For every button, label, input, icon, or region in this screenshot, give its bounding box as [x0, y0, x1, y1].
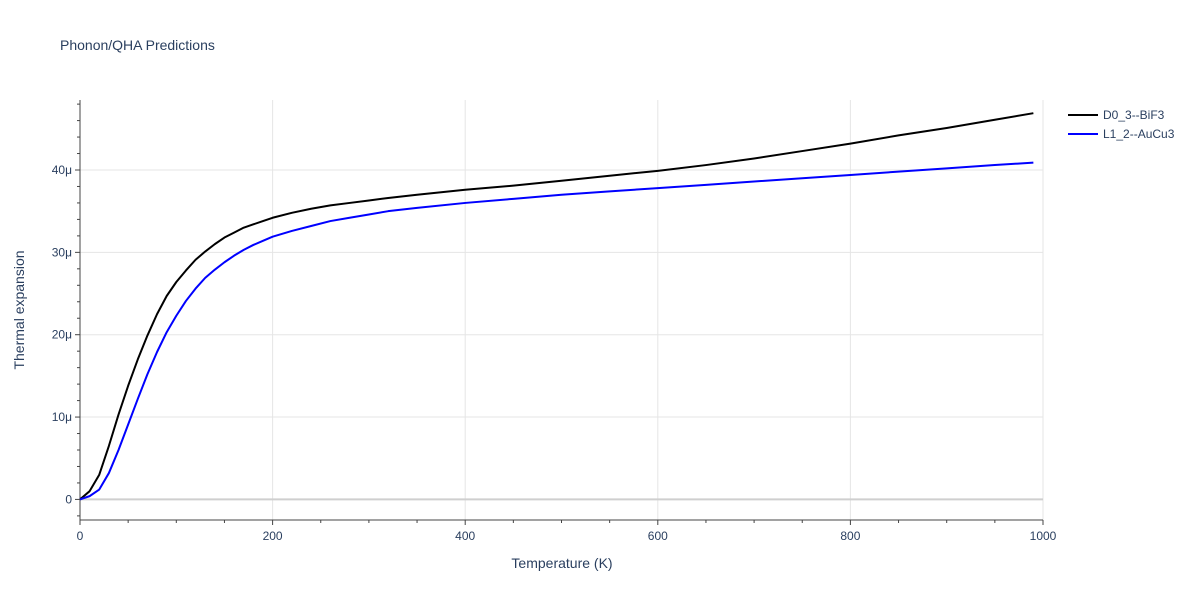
legend[interactable]: D0_3--BiF3 L1_2--AuCu3 — [1068, 108, 1175, 141]
series-line-2[interactable] — [79, 161, 1034, 501]
x-tick-label: 400 — [455, 529, 475, 543]
x-axis-title: Temperature (K) — [511, 555, 612, 571]
axes: 0 200 400 600 800 1000 0 10μ 20μ 30μ 40μ — [52, 100, 1057, 543]
x-tick-label: 0 — [77, 529, 84, 543]
legend-item-label[interactable]: D0_3--BiF3 — [1103, 108, 1165, 122]
y-tick-label: 30μ — [52, 245, 72, 259]
x-tick-label: 1000 — [1030, 529, 1057, 543]
series-line-1[interactable] — [79, 112, 1034, 501]
series-layer — [79, 112, 1034, 501]
chart-title: Phonon/QHA Predictions — [60, 37, 215, 53]
x-tick-label: 800 — [840, 529, 860, 543]
y-tick-label: 0 — [65, 492, 72, 506]
y-axis-title: Thermal expansion — [11, 250, 27, 369]
y-tick-label: 40μ — [52, 163, 72, 177]
x-tick-label: 600 — [648, 529, 668, 543]
y-tick-label: 20μ — [52, 328, 72, 342]
y-tick-label: 10μ — [52, 410, 72, 424]
x-tick-label: 200 — [263, 529, 283, 543]
legend-item-label[interactable]: L1_2--AuCu3 — [1103, 127, 1175, 141]
